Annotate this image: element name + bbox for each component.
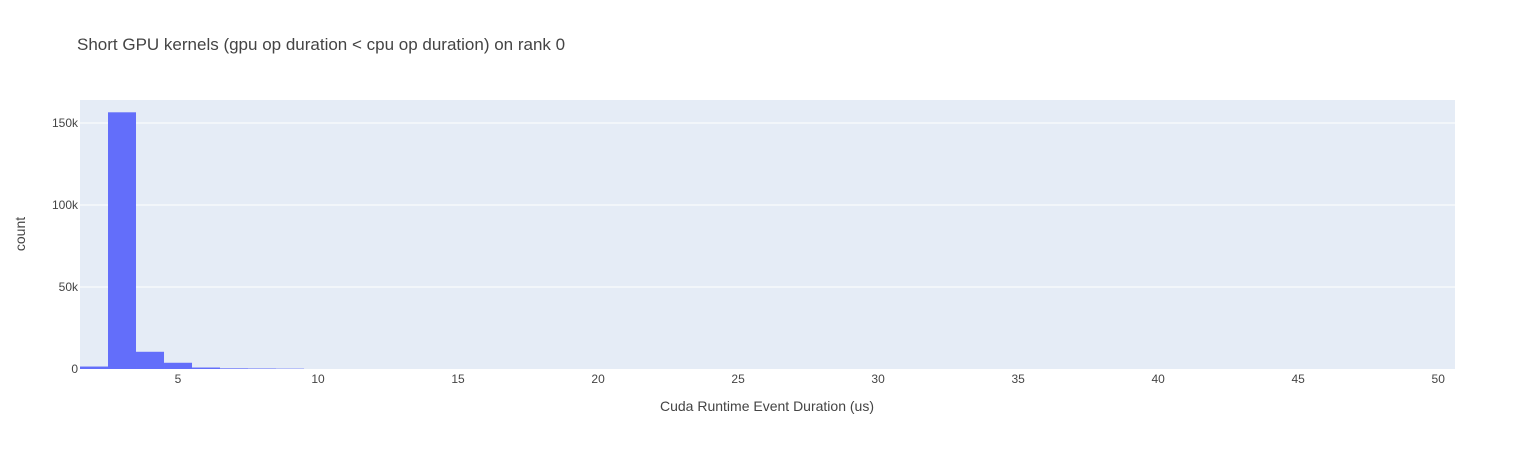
x-tick-label: 5 [175, 372, 182, 386]
x-axis-title: Cuda Runtime Event Duration (us) [660, 398, 874, 414]
x-tick-label: 40 [1151, 372, 1165, 386]
x-tick-label: 50 [1432, 372, 1446, 386]
plot-area [80, 100, 1455, 369]
x-tick-label: 25 [731, 372, 745, 386]
y-tick-label: 150k [52, 116, 79, 130]
y-tick-label: 0 [71, 362, 78, 376]
y-axis-ticks: 0 50k 100k 150k [52, 116, 79, 376]
histogram-bar[interactable] [80, 366, 109, 369]
histogram-bar[interactable] [192, 367, 221, 369]
histogram-bar[interactable] [164, 362, 193, 369]
histogram-bar[interactable] [108, 112, 137, 370]
x-tick-label: 20 [591, 372, 605, 386]
x-tick-label: 35 [1011, 372, 1025, 386]
y-axis-title: count [12, 217, 28, 251]
y-tick-label: 50k [59, 280, 79, 294]
x-tick-label: 15 [451, 372, 465, 386]
chart-title: Short GPU kernels (gpu op duration < cpu… [77, 35, 565, 54]
x-axis-ticks: 5 10 15 20 25 30 35 40 45 50 [175, 372, 1446, 386]
histogram-bar[interactable] [220, 368, 249, 369]
x-tick-label: 30 [871, 372, 885, 386]
x-tick-label: 10 [311, 372, 325, 386]
bars [80, 112, 305, 370]
y-tick-label: 100k [52, 198, 79, 212]
histogram-bar[interactable] [136, 351, 165, 369]
x-tick-label: 45 [1291, 372, 1305, 386]
grid-lines [80, 122, 1455, 288]
